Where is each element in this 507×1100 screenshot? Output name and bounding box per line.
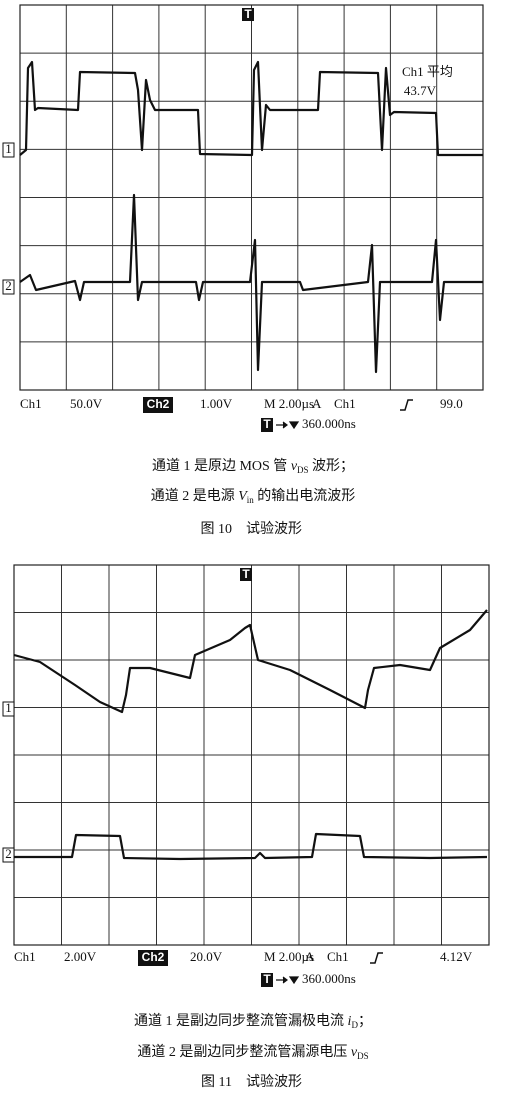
position-arrow-icon (276, 976, 300, 985)
caption-rest: ； (358, 1014, 372, 1029)
ch2-scale: 20.0V (190, 949, 223, 964)
trigger-source: Ch1 (327, 949, 349, 964)
ch2-label: Ch2 (142, 950, 165, 964)
trigger-slope-icon (400, 399, 413, 411)
trigger-source: Ch1 (334, 396, 356, 411)
trigger-marker-box (242, 8, 254, 21)
caption-variable: V (238, 489, 248, 504)
ch2-label-box (138, 950, 168, 966)
trigger-level: 4.12V (440, 949, 473, 964)
caption-subscript: D (351, 1020, 358, 1030)
position-value: 360.000ns (302, 416, 356, 431)
trigger-mode: A (305, 949, 315, 964)
trigger-marker-box (240, 568, 252, 581)
caption-rest: 的输出电流波形 (254, 488, 356, 504)
position-marker-box (261, 973, 273, 987)
caption-line: 通道 1 是副边同步整流管漏极电流 iD； (134, 1013, 372, 1030)
caption-variable: i (348, 1014, 352, 1029)
ch2-marker: 2 (5, 846, 12, 861)
ch2-marker: 2 (5, 278, 12, 293)
figure-title: 试验波形 (246, 521, 302, 537)
figure-label: 图 11 (201, 1075, 232, 1090)
trigger-level: 99.0 (440, 396, 463, 411)
ch1-marker-box (2, 142, 15, 158)
caption-text: 通道 1 是副边同步整流管漏极电流 (134, 1013, 348, 1029)
ch1-marker-box (2, 701, 15, 717)
scope-frame (13, 564, 490, 946)
ch1-marker: 1 (5, 700, 12, 715)
caption-rest: 波形； (309, 458, 355, 474)
timebase: M 2.00µs (264, 396, 314, 411)
trigger-marker: T (242, 567, 250, 581)
caption-subscript: in (247, 495, 255, 505)
ch1-waveform (13, 609, 488, 714)
caption-variable: v (351, 1045, 358, 1060)
caption-line: 通道 2 是电源 Vin 的输出电流波形 (151, 488, 356, 505)
ch2-marker-box (2, 847, 15, 863)
timebase: M 2.00µs (264, 949, 314, 964)
trigger-mode: A (312, 396, 322, 411)
ch2-waveform (14, 832, 488, 861)
measurement-label: Ch1 平均 (402, 64, 453, 79)
trigger-marker: T (244, 7, 252, 21)
caption-variable: v (291, 459, 298, 474)
trigger-slope-icon (370, 952, 383, 964)
measurement-value: 43.7V (404, 83, 437, 98)
position-arrow-icon (276, 421, 300, 430)
position-marker-box (261, 418, 273, 432)
ch2-label: Ch2 (147, 397, 170, 411)
figure-label: 图 10 (201, 522, 233, 537)
position-marker: T (263, 972, 271, 986)
caption-subscript: DS (357, 1051, 369, 1061)
ch1-marker: 1 (5, 141, 12, 156)
ch1-scale: 50.0V (70, 396, 103, 411)
ch1-waveform (19, 60, 483, 157)
caption-subscript: DS (297, 465, 309, 475)
caption-text: 通道 2 是电源 (151, 488, 239, 504)
caption-text: 通道 1 是原边 MOS 管 (152, 458, 291, 474)
position-marker: T (263, 417, 271, 431)
caption-text: 通道 2 是副边同步整流管漏源电压 (137, 1044, 351, 1060)
ch1-label: Ch1 (20, 396, 42, 411)
ch2-label-box (143, 397, 173, 413)
caption-line: 通道 1 是原边 MOS 管 vDS 波形； (152, 458, 354, 475)
position-value: 360.000ns (302, 971, 356, 986)
caption-line: 通道 2 是副边同步整流管漏源电压 vDS (137, 1044, 368, 1061)
ch2-scale: 1.00V (200, 396, 233, 411)
ch2-waveform (19, 193, 483, 374)
ch1-label: Ch1 (14, 949, 36, 964)
scope-frame (19, 4, 484, 391)
ch2-marker-box (2, 279, 15, 295)
figure-title: 试验波形 (246, 1074, 302, 1090)
ch1-scale: 2.00V (64, 949, 97, 964)
